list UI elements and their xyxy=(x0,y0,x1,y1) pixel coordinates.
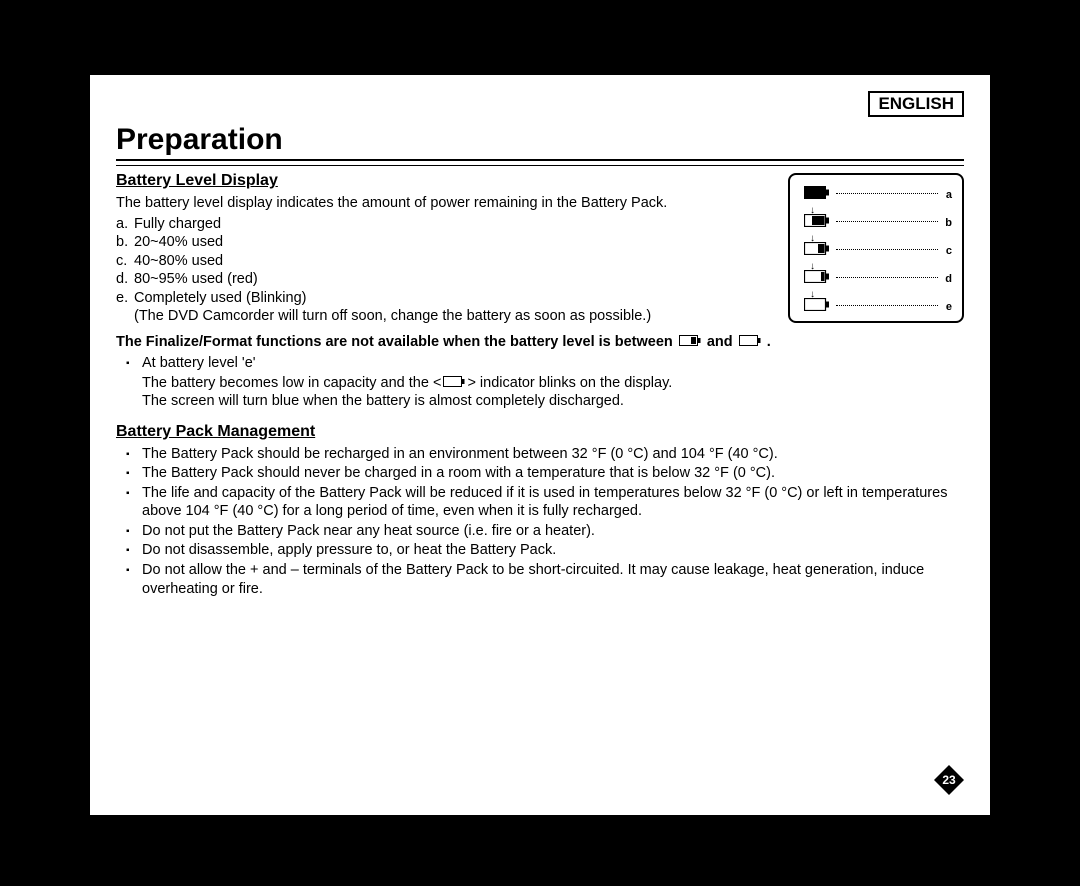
page-title: Preparation xyxy=(116,123,964,157)
list-item: The Battery Pack should never be charged… xyxy=(116,464,964,483)
battery-diagram: a ↓ b ↓ c ↓ d ↓ xyxy=(788,173,964,323)
list-item: The life and capacity of the Battery Pac… xyxy=(116,484,964,521)
language-label: ENGLISH xyxy=(868,91,964,117)
list-item: b.20~40% used xyxy=(116,233,736,252)
diagram-row: b xyxy=(804,213,952,233)
diagram-row: e xyxy=(804,297,952,317)
bullet-list-e: At battery level 'e' xyxy=(116,354,964,373)
nested-text: The screen will turn blue when the batte… xyxy=(116,392,964,411)
diagram-row: d xyxy=(804,269,952,289)
section-heading-battery-display: Battery Level Display xyxy=(116,172,736,190)
list-item: c.40~80% used xyxy=(116,252,736,271)
diagram-row: c xyxy=(804,241,952,261)
battery-two-thirds-icon xyxy=(804,214,830,232)
management-list: The Battery Pack should be recharged in … xyxy=(116,445,964,598)
diagram-row: a xyxy=(804,185,952,205)
divider-thin xyxy=(116,165,964,166)
list-item: At battery level 'e' xyxy=(116,354,964,373)
page-number: 23 xyxy=(934,765,964,795)
battery-empty-icon xyxy=(443,374,465,393)
battery-low-icon xyxy=(804,270,830,288)
battery-level-list: a.Fully charged b.20~40% used c.40~80% u… xyxy=(116,215,736,326)
list-item: e.Completely used (Blinking) (The DVD Ca… xyxy=(116,289,736,326)
list-item: d.80~95% used (red) xyxy=(116,270,736,289)
battery-empty-icon xyxy=(804,298,830,316)
battery-empty-icon xyxy=(739,334,761,350)
battery-one-third-icon xyxy=(804,242,830,260)
sub-note: (The DVD Camcorder will turn off soon, c… xyxy=(116,307,736,326)
list-item: Do not allow the + and – terminals of th… xyxy=(116,561,964,598)
list-item: Do not put the Battery Pack near any hea… xyxy=(116,522,964,541)
divider-thick xyxy=(116,159,964,161)
battery-full-icon xyxy=(804,186,830,204)
nested-text: The battery becomes low in capacity and … xyxy=(116,374,964,393)
list-item: a.Fully charged xyxy=(116,215,736,234)
list-item: The Battery Pack should be recharged in … xyxy=(116,445,964,464)
finalize-warning: The Finalize/Format functions are not av… xyxy=(116,334,964,350)
section-heading-battery-mgmt: Battery Pack Management xyxy=(116,423,964,441)
manual-page: ENGLISH Preparation Battery Level Displa… xyxy=(90,75,990,815)
svg-text:23: 23 xyxy=(942,773,956,787)
list-item: Do not disassemble, apply pressure to, o… xyxy=(116,541,964,560)
intro-text: The battery level display indicates the … xyxy=(116,194,736,213)
battery-half-icon xyxy=(679,334,701,350)
